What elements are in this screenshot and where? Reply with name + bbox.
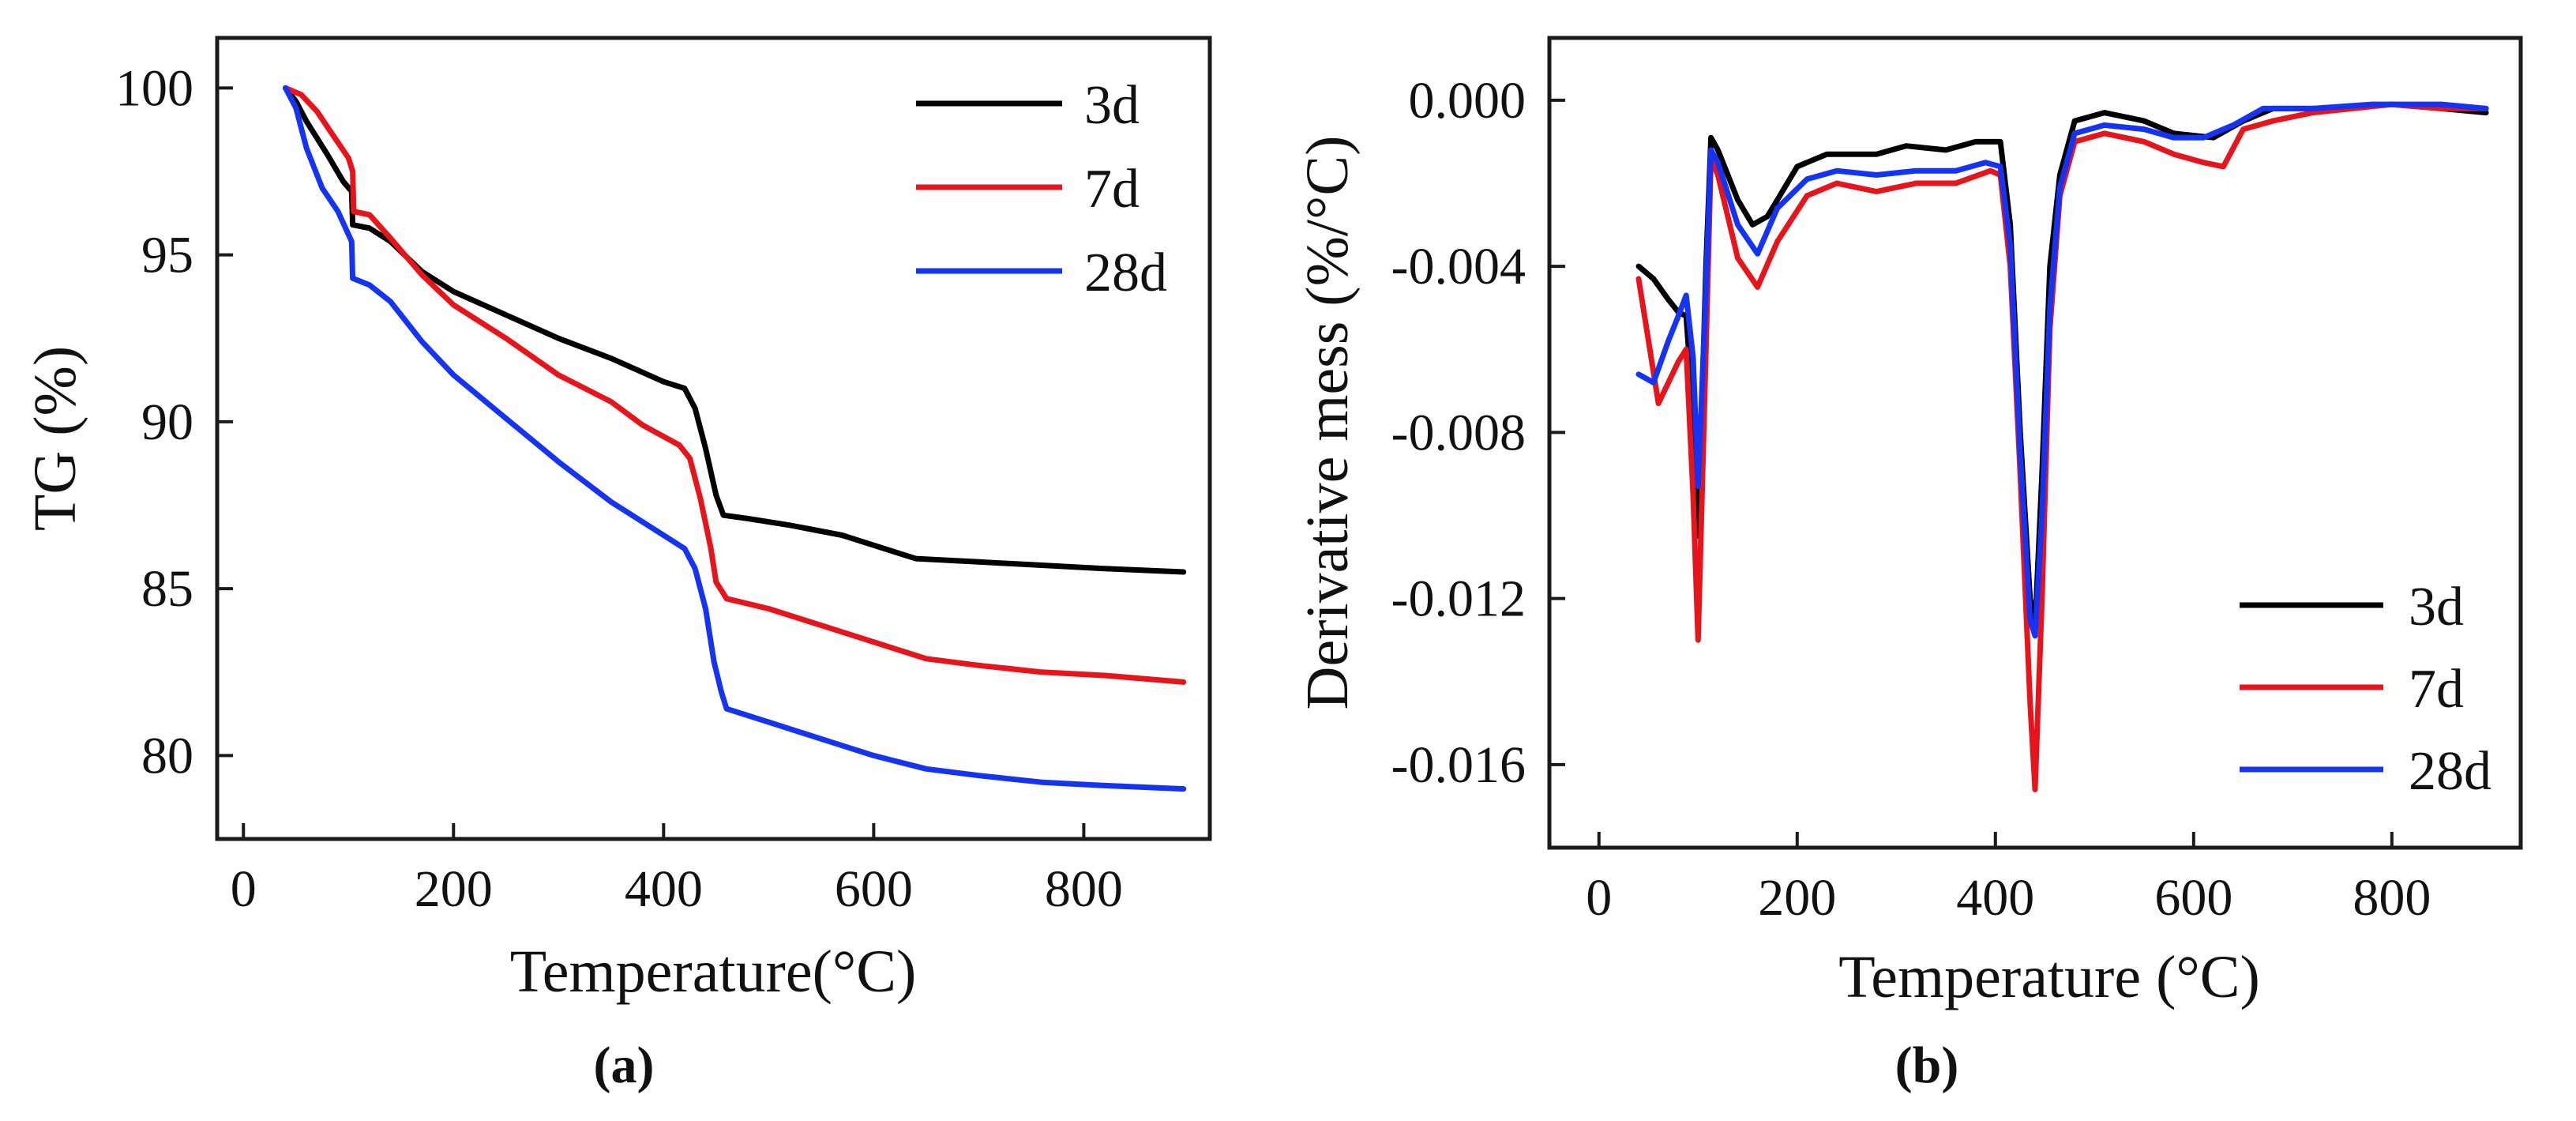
- panel-b-caption: (b): [1895, 1036, 1959, 1094]
- legend-a-3d-label: 3d: [1084, 75, 1140, 136]
- panel-a: 0 200 400 600 800 80 85 90 95 100 Temperature(°C)…: [22, 36, 1212, 1094]
- panel-b-y-tick-label: 0.000: [1409, 72, 1526, 130]
- legend-b-3d-label: 3d: [2409, 577, 2464, 638]
- panel-a-x-tick-label: 800: [1045, 860, 1123, 918]
- panel-a-y-tick-label: 100: [115, 59, 193, 117]
- panel-b-x-axis-title: Temperature (°C): [1838, 944, 2260, 1010]
- panel-b-y-axis-title: Derivative mess (%/°C): [1294, 136, 1361, 710]
- panel-b-series-line-28d: [1635, 101, 2489, 639]
- panel-a-caption: (a): [594, 1036, 655, 1094]
- panel-b: 0 200 400 600 800 0.000 -0.004 -0.008 -0.012 -0.0…: [1294, 36, 2523, 1094]
- panel-a-y-tick-label: 85: [141, 560, 193, 618]
- panel-a-ticks: 0 200 400 600 800 80 85 90 95 100: [115, 59, 1123, 918]
- legend-b-28d-label: 28d: [2409, 741, 2492, 802]
- panel-b-y-tick-label: -0.016: [1391, 736, 1526, 794]
- panel-b-plot-frame: [1547, 36, 2523, 850]
- panel-b-y-tick-label: -0.004: [1391, 238, 1526, 295]
- panel-b-series: [1635, 101, 2489, 792]
- panel-b-legend: 3d 7d 28d: [2240, 577, 2492, 802]
- panel-a-x-tick-label: 200: [415, 860, 493, 918]
- panel-b-x-tick-label: 800: [2353, 869, 2431, 927]
- panel-b-x-tick-label: 600: [2154, 869, 2232, 927]
- panel-b-x-tick-label: 200: [1758, 869, 1836, 927]
- panel-a-series-line-3d: [283, 85, 1187, 575]
- panel-a-x-tick-label: 400: [625, 860, 703, 918]
- panel-a-y-axis-title: TG (%): [22, 346, 88, 531]
- panel-b-x-tick-label: 400: [1956, 869, 2034, 927]
- panel-a-x-tick-label: 600: [835, 860, 913, 918]
- panel-a-series: [283, 85, 1187, 792]
- panel-a-x-axis-title: Temperature(°C): [510, 939, 917, 1005]
- panel-a-y-tick-label: 80: [141, 727, 193, 784]
- panel-b-ticks: 0 200 400 600 800 0.000 -0.004 -0.008 -0.012 -0.0…: [1391, 72, 2431, 927]
- panel-b-y-tick-label: -0.008: [1391, 404, 1526, 461]
- panel-a-y-tick-label: 95: [141, 227, 193, 284]
- legend-a-28d-label: 28d: [1084, 243, 1167, 303]
- legend-b-7d-label: 7d: [2409, 659, 2464, 720]
- panel-b-x-tick-label: 0: [1586, 869, 1612, 927]
- panel-a-series-line-7d: [283, 85, 1187, 685]
- panel-b-y-tick-label: -0.012: [1391, 570, 1526, 628]
- panel-a-y-tick-label: 90: [141, 393, 193, 451]
- panel-a-x-tick-label: 0: [231, 860, 257, 918]
- panel-a-legend: 3d 7d 28d: [916, 75, 1167, 303]
- panel-a-series-line-28d: [283, 85, 1187, 792]
- legend-a-7d-label: 7d: [1084, 159, 1140, 220]
- panel-a-plot-frame: [215, 36, 1212, 841]
